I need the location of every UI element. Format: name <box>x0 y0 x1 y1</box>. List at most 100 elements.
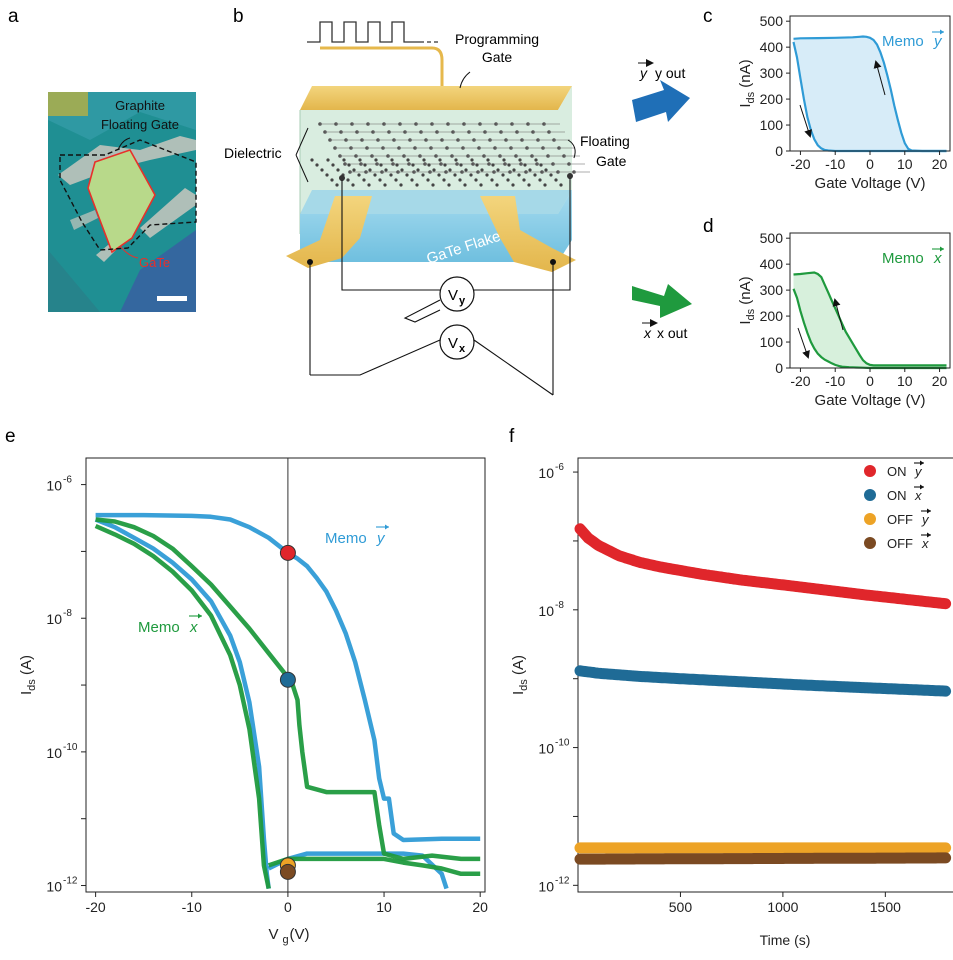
lattice-atom <box>390 158 394 162</box>
panel-label-f: f <box>509 426 515 447</box>
lattice-atom <box>549 173 553 177</box>
scale-bar <box>157 296 187 301</box>
y-tick-label: 100 <box>760 117 784 133</box>
x-tick-label: -20 <box>790 373 810 389</box>
legend-label: Memo <box>882 33 924 50</box>
svg-text:V: V <box>448 335 458 352</box>
svg-text:y: y <box>459 295 466 307</box>
lattice-atom <box>310 158 314 162</box>
lattice-atom <box>511 183 515 187</box>
x-tick-label: 0 <box>284 899 292 915</box>
legend-label-3: OFF <box>887 536 913 551</box>
vector-arrow-head <box>385 524 389 530</box>
lattice-atom <box>528 168 532 172</box>
lattice-atom <box>421 173 425 177</box>
label-x-vec: x <box>643 325 652 341</box>
legend-marker-1 <box>864 489 876 501</box>
panel-label-b: b <box>233 6 244 27</box>
x-tick-label: 10 <box>897 373 913 389</box>
panel-label-e: e <box>5 426 16 447</box>
legend-label-2: OFF <box>887 512 913 527</box>
y-tick-label: 100 <box>760 334 784 350</box>
lattice-atom <box>538 178 542 182</box>
vector-arrow-head <box>927 508 931 514</box>
series-line-1 <box>793 271 947 367</box>
y-tick-label-exp: -6 <box>555 462 564 473</box>
lattice-atom <box>342 158 346 162</box>
svg-text:x: x <box>459 343 466 355</box>
lattice-atom <box>486 158 490 162</box>
lattice-atom <box>501 173 505 177</box>
y-tick-label: 0 <box>775 143 783 159</box>
right-contact <box>480 196 576 272</box>
lattice-atom <box>458 178 462 182</box>
lattice-atom <box>422 158 426 162</box>
lattice-atom <box>427 163 431 167</box>
lattice-atom <box>463 183 467 187</box>
series-line-1 <box>95 512 481 843</box>
y-tick-label-base: 10 <box>46 745 62 761</box>
lattice-atom <box>346 178 350 182</box>
legend-memo-x: Memo <box>138 619 180 636</box>
panel-label-a: a <box>8 6 19 27</box>
lattice-atom <box>400 168 404 172</box>
lattice-atom <box>479 183 483 187</box>
lattice-atom <box>454 158 458 162</box>
x-tick-label: -10 <box>825 373 845 389</box>
lattice-atom <box>523 163 527 167</box>
label-y-out: y out <box>655 65 685 81</box>
lattice-atom <box>512 168 516 172</box>
panel-b-schematic: Programming Gate GaTe Flake Dielectric F… <box>224 21 692 396</box>
x-axis-label: V <box>268 926 278 943</box>
readout-circuit <box>309 178 571 396</box>
panel-label-d: d <box>703 216 714 237</box>
x-axis-label-unit: (V) <box>290 926 310 943</box>
lattice-atom <box>320 168 324 172</box>
lattice-atom <box>469 173 473 177</box>
y-tick-label: 300 <box>760 65 784 81</box>
x-out-arrow <box>632 284 692 318</box>
series-line-3 <box>94 523 271 890</box>
vector-arrow-head <box>927 532 931 538</box>
y-tick-label-base: 10 <box>538 603 554 619</box>
lattice-atom <box>367 183 371 187</box>
lattice-atom <box>474 178 478 182</box>
lattice-atom <box>378 178 382 182</box>
hysteresis-area <box>793 272 947 368</box>
lattice-atom <box>351 183 355 187</box>
y-axis-label: Ids (A) <box>510 655 530 695</box>
gate-flake-outline <box>87 149 156 254</box>
lattice-atom <box>368 168 372 172</box>
y-tick-label-base: 10 <box>46 611 62 627</box>
y-tick-label: 200 <box>760 308 784 324</box>
legend-label: Memo <box>882 250 924 267</box>
lattice-atom <box>363 163 367 167</box>
vector-arrow-head <box>198 613 202 619</box>
lattice-atom <box>443 163 447 167</box>
vx-meter <box>439 324 475 360</box>
lattice-atom <box>399 183 403 187</box>
series-band-1 <box>574 665 952 697</box>
lattice-atom <box>539 163 543 167</box>
lattice-atom <box>331 163 335 167</box>
lattice-atom <box>464 168 468 172</box>
lattice-atom <box>379 163 383 167</box>
sweep-arrow-forward <box>799 104 812 138</box>
sweep-arrow-forward <box>797 327 810 359</box>
lattice-atom <box>389 173 393 177</box>
lattice-atom <box>437 173 441 177</box>
label-y-vec: y <box>639 65 648 81</box>
y-tick-label: 200 <box>760 91 784 107</box>
marker-off-x <box>279 863 296 880</box>
y-tick-label: 0 <box>775 360 783 376</box>
lattice-atom <box>518 158 522 162</box>
lattice-atom <box>438 158 442 162</box>
legend-memo-y-vector: y <box>376 530 386 547</box>
lattice-atom <box>347 163 351 167</box>
x-axis-label-sub: g <box>283 934 289 946</box>
lattice-atom <box>362 178 366 182</box>
x-axis-label: Gate Voltage (V) <box>815 392 926 409</box>
lattice-atom <box>470 158 474 162</box>
